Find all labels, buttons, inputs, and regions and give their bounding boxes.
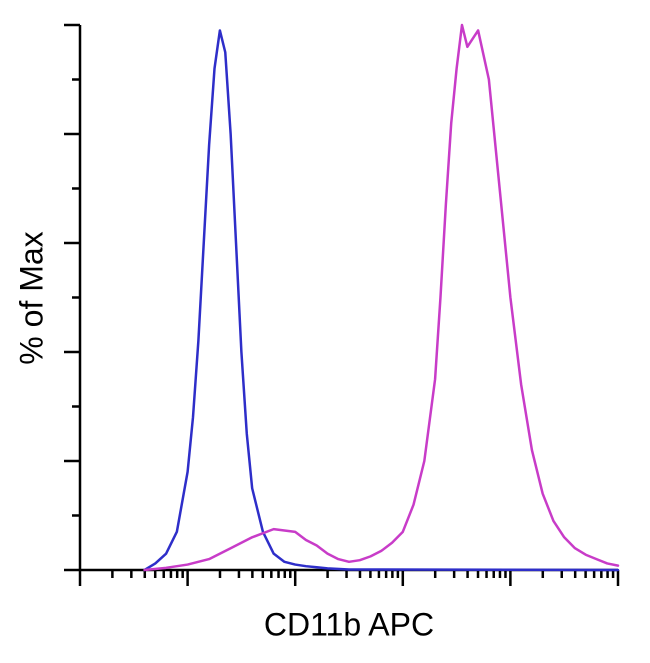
x-axis-label: CD11b APC: [264, 607, 434, 644]
plot-svg: [0, 0, 650, 663]
flow-cytometry-histogram: % of Max CD11b APC: [0, 0, 650, 663]
series-isotype_control: [145, 30, 618, 570]
y-axis-label: % of Max: [14, 231, 51, 364]
series-cd11b_stained: [145, 25, 618, 570]
